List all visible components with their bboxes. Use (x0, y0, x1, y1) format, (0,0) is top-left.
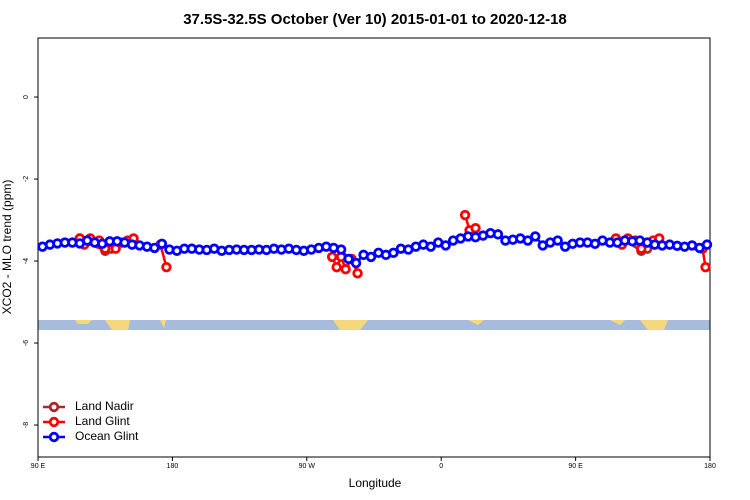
data-point (552, 235, 563, 246)
data-point (161, 261, 172, 273)
data-point (440, 240, 451, 251)
data-point (331, 261, 342, 273)
data-point (522, 235, 534, 246)
x-tick-label: 90 E (568, 463, 583, 470)
x-axis-label: Longitude (349, 476, 402, 490)
data-point (352, 268, 363, 279)
legend-marker (48, 431, 60, 443)
data-point (350, 257, 362, 269)
data-point (335, 244, 347, 255)
legend-label: Land Nadir (75, 399, 134, 413)
x-tick-label: 180 (167, 463, 179, 470)
y-axis-label: XCO2 - MLO trend (ppm) (0, 180, 14, 315)
data-point (492, 229, 504, 240)
map-strip (38, 320, 710, 330)
legend-label: Ocean Glint (75, 429, 139, 443)
y-tick-label: -6 (23, 340, 30, 346)
x-tick-label: 90 E (31, 463, 46, 470)
data-point (470, 223, 481, 234)
y-tick-label: -2 (23, 176, 30, 182)
legend-label: Land Glint (75, 414, 130, 428)
data-point (156, 238, 168, 250)
data-point (343, 253, 354, 265)
legend-marker (48, 416, 60, 428)
legend-marker (48, 401, 60, 413)
data-point (149, 242, 160, 254)
y-tick-label: -8 (23, 422, 30, 428)
data-point (425, 241, 436, 252)
data-point (700, 261, 711, 273)
data-point (340, 264, 351, 275)
data-point (326, 251, 338, 263)
data-point (365, 251, 377, 263)
y-tick-label: 0 (23, 95, 30, 99)
y-tick-label: -4 (23, 258, 30, 264)
data-point (388, 247, 399, 259)
x-tick-label: 90 W (299, 463, 316, 470)
data-point (701, 239, 713, 250)
x-tick-label: 180 (704, 463, 716, 470)
chart-title: 37.5S-32.5S October (Ver 10) 2015-01-01 … (183, 11, 567, 28)
data-point (530, 231, 541, 242)
data-point (459, 209, 471, 221)
x-tick-label: 0 (439, 463, 443, 470)
